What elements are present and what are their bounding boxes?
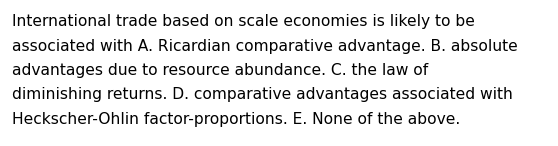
Text: International trade based on scale economies is likely to be: International trade based on scale econo… xyxy=(12,14,475,29)
Text: Heckscher-Ohlin factor-proportions. E. None of the above.: Heckscher-Ohlin factor-proportions. E. N… xyxy=(12,112,460,127)
Text: diminishing returns. D. comparative advantages associated with: diminishing returns. D. comparative adva… xyxy=(12,87,513,102)
Text: advantages due to resource abundance. C. the law of: advantages due to resource abundance. C.… xyxy=(12,63,428,78)
Text: associated with A. Ricardian comparative advantage. B. absolute: associated with A. Ricardian comparative… xyxy=(12,39,518,53)
